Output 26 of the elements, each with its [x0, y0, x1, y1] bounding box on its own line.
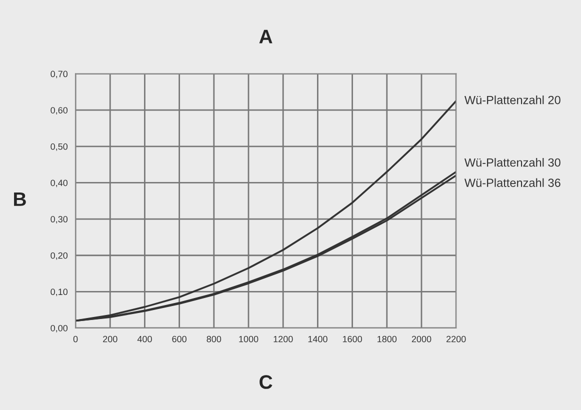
x-tick-label: 800: [206, 336, 222, 342]
y-tick-label: 0,70: [50, 70, 68, 78]
y-tick-label: 0,20: [50, 252, 68, 260]
series-label: Wü-Plattenzahl 20: [464, 96, 560, 104]
y-tick-label: 0,40: [50, 180, 68, 188]
x-tick-label: 600: [172, 336, 186, 342]
y-axis-title: B: [14, 192, 26, 206]
series-label: Wü-Plattenzahl 30: [464, 158, 560, 167]
x-tick-label: 1200: [274, 336, 293, 342]
x-tick-label: 2000: [412, 336, 432, 342]
x-tick-label: 1000: [239, 336, 258, 342]
x-axis-title: C: [260, 375, 272, 389]
x-tick-label: 200: [103, 336, 118, 342]
y-tick-label: 0,50: [50, 143, 68, 151]
x-tick-label: 400: [137, 336, 152, 342]
y-tick-label: 0,10: [50, 288, 68, 296]
x-tick-label: 1400: [308, 336, 328, 342]
y-tick-label: 0,00: [50, 324, 68, 332]
series-label: Wü-Plattenzahl 36: [464, 178, 560, 187]
x-tick-label: 1600: [342, 336, 362, 342]
y-tick-label: 0,60: [50, 107, 68, 115]
x-tick-label: 0: [73, 336, 78, 342]
y-tick-label: 0,30: [50, 216, 68, 224]
chart-title: A: [259, 30, 272, 44]
x-tick-label: 1800: [378, 336, 397, 342]
x-tick-label: 2200: [446, 336, 466, 342]
